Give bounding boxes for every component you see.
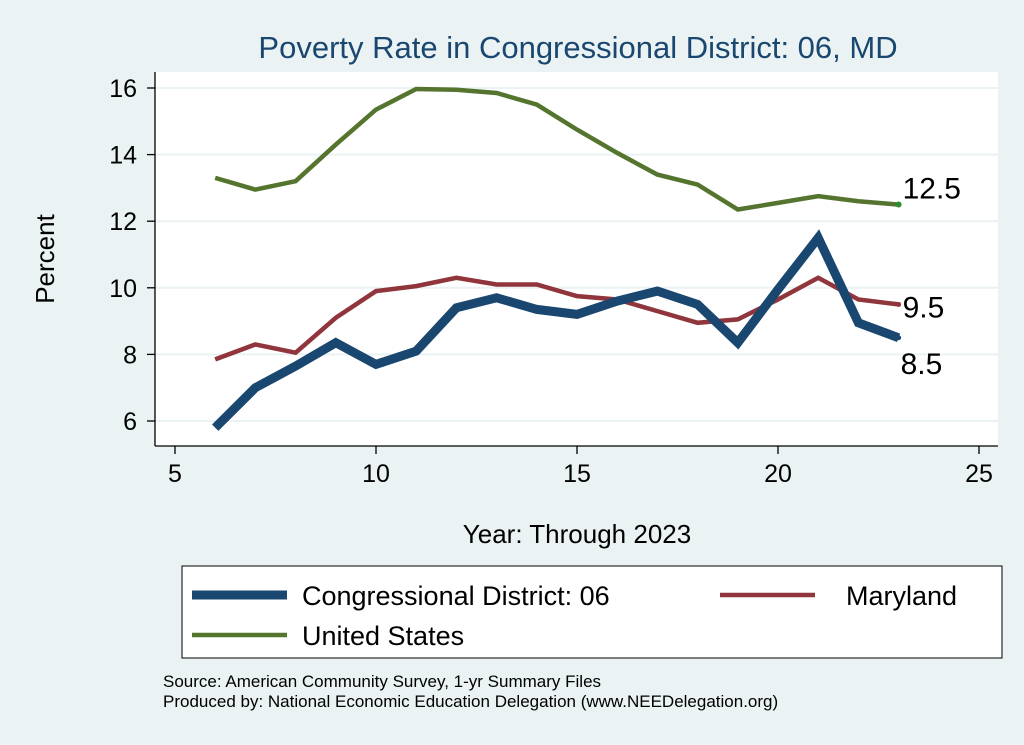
end-point-marker	[896, 302, 901, 307]
x-axis-ticks: 5 10 15 20 25	[168, 446, 993, 488]
legend-label: Maryland	[846, 581, 957, 611]
end-label-1: 9.5	[903, 291, 945, 324]
x-tick-label: 5	[168, 460, 182, 488]
poverty-rate-chart: Poverty Rate in Congressional District: …	[0, 0, 1024, 745]
y-tick-label: 14	[109, 142, 137, 170]
legend-label: Congressional District: 06	[302, 581, 610, 611]
y-axis-ticks: 6 8 10 12 14 16	[109, 75, 155, 436]
y-tick-label: 16	[109, 75, 137, 103]
x-axis-label: Year: Through 2023	[463, 519, 691, 549]
x-tick-label: 25	[965, 460, 993, 488]
source-note: Source: American Community Survey, 1-yr …	[163, 672, 601, 691]
legend-label: United States	[302, 621, 464, 651]
chart-title: Poverty Rate in Congressional District: …	[258, 30, 897, 65]
y-axis-label: Percent	[30, 213, 60, 303]
x-tick-label: 20	[764, 460, 792, 488]
x-tick-label: 15	[563, 460, 591, 488]
y-tick-label: 12	[109, 208, 137, 236]
y-tick-label: 6	[123, 408, 137, 436]
y-tick-label: 10	[109, 275, 137, 303]
chart-figure: Poverty Rate in Congressional District: …	[0, 0, 1024, 745]
x-tick-label: 10	[362, 460, 390, 488]
end-label-0: 8.5	[901, 348, 943, 381]
producer-note: Produced by: National Economic Education…	[163, 692, 778, 711]
y-tick-label: 8	[123, 341, 137, 369]
end-point-marker	[896, 335, 901, 340]
end-label-2: 12.5	[903, 173, 961, 206]
end-point-marker	[896, 202, 902, 208]
